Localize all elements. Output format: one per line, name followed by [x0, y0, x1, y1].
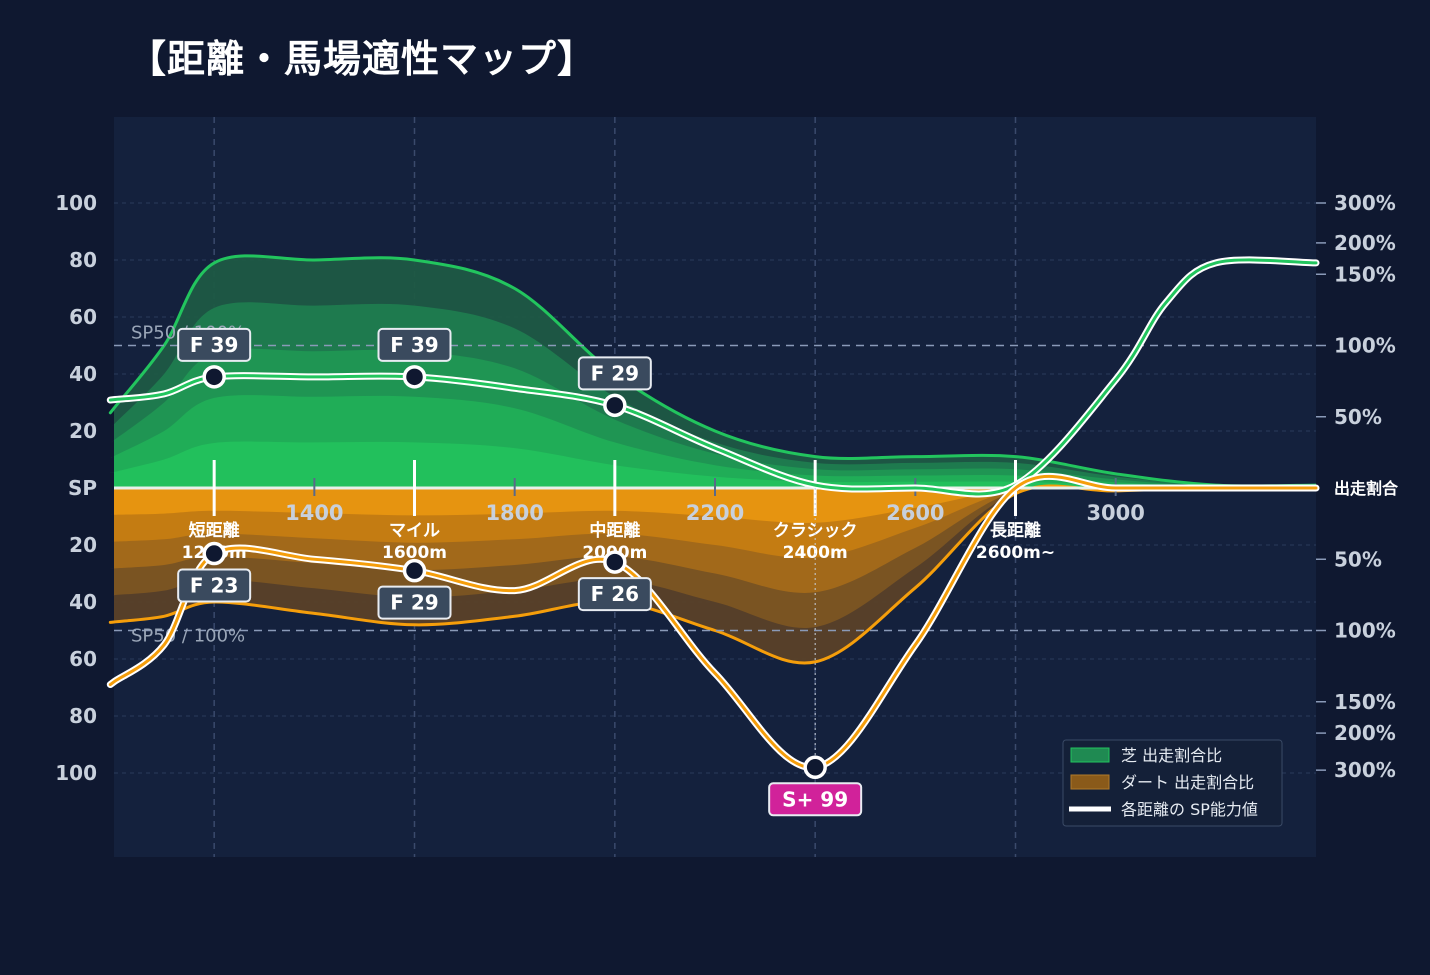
x-tick-label: 1800 — [485, 501, 543, 525]
dirt-point-badge: F 26 — [577, 577, 652, 612]
x-tick-label: 1400 — [285, 501, 343, 525]
x-tick-label: 2200 — [686, 501, 744, 525]
turf-point-badge-label: F 29 — [591, 361, 639, 385]
turf-data-point — [202, 365, 226, 389]
turf-point-badge: F 29 — [577, 356, 652, 391]
right-axis-label: 出走割合 — [1334, 479, 1399, 498]
right-tick-label: 50% — [1334, 405, 1382, 429]
legend-swatch — [1070, 747, 1110, 763]
dirt-data-point — [202, 541, 226, 566]
dirt-data-point — [803, 755, 827, 780]
turf-data-point — [402, 365, 427, 389]
legend-item-label: 芝 出走割合比 — [1121, 746, 1222, 765]
category-distance: 2600m~ — [976, 543, 1055, 563]
y-tick-label: 20 — [69, 419, 97, 443]
legend-box — [1062, 739, 1283, 827]
dirt-point-badge: F 29 — [377, 585, 452, 620]
y-tick-label: 20 — [69, 533, 97, 557]
y-center-label: SP — [68, 476, 97, 500]
y-tick-label: 80 — [69, 248, 97, 272]
page-title: 【距離・馬場適性マップ】 — [128, 37, 597, 81]
turf-point-badge-box — [177, 327, 252, 362]
right-tick-label: 100% — [1334, 334, 1396, 358]
turf-point-badge-box — [577, 356, 652, 391]
right-tick-label: 100% — [1334, 619, 1396, 643]
dirt-data-point — [402, 558, 427, 583]
y-tick-label: 100 — [55, 191, 97, 215]
dirt-point-badge-label: F 23 — [190, 574, 238, 598]
dirt-point-badge-box — [377, 585, 452, 620]
turf-point-badge-label: F 39 — [390, 333, 438, 357]
dirt-point-badge-box — [577, 577, 652, 612]
right-tick-label: 150% — [1334, 262, 1396, 286]
dirt-point-badge-box — [768, 782, 863, 817]
dirt-area-layer — [110, 487, 1316, 524]
x-tick-label: 2600 — [886, 501, 944, 525]
y-tick-label: 40 — [69, 590, 97, 614]
category-label: 中距離 — [589, 520, 640, 541]
dirt-sp-line — [106, 472, 1320, 771]
legend-item-label: ダート 出走割合比 — [1121, 773, 1254, 792]
dirt-point-badge: F 23 — [177, 568, 252, 603]
dirt-sp-line-core — [108, 474, 1318, 769]
right-tick-label: 150% — [1334, 690, 1396, 714]
y-tick-label: 80 — [69, 704, 97, 728]
category-label: 短距離 — [189, 520, 240, 541]
right-tick-label: 200% — [1334, 231, 1396, 255]
category-distance: 1600m — [382, 543, 447, 563]
turf-area-layer — [110, 441, 1316, 488]
category-label: 長距離 — [990, 520, 1041, 541]
dirt-point-badge-label: S+ 99 — [782, 787, 848, 811]
category-label: クラシック — [773, 521, 858, 541]
turf-point-badge: F 39 — [377, 327, 452, 362]
x-tick-label: 3000 — [1086, 501, 1144, 525]
y-tick-label: 40 — [69, 362, 97, 386]
legend-swatch — [1070, 774, 1110, 790]
y-tick-label: 100 — [55, 761, 97, 785]
dirt-data-point — [603, 550, 627, 574]
right-tick-label: 50% — [1334, 547, 1382, 571]
category-label: マイル — [389, 521, 440, 541]
right-tick-label: 300% — [1334, 191, 1396, 215]
dirt-point-badge-label: F 29 — [390, 591, 438, 615]
right-tick-label: 300% — [1334, 758, 1396, 782]
turf-data-point — [603, 393, 627, 418]
dirt-point-badge-box — [177, 568, 252, 603]
reference-line-label: SP50 / 100% — [131, 626, 245, 647]
y-tick-label: 60 — [69, 647, 97, 671]
y-tick-label: 60 — [69, 305, 97, 329]
turf-point-badge-label: F 39 — [190, 333, 238, 357]
right-tick-label: 200% — [1334, 721, 1396, 745]
legend-item-label: 各距離の SP能力値 — [1121, 800, 1258, 819]
dirt-point-badge-label: F 26 — [591, 582, 639, 606]
dirt-point-badge: S+ 99 — [768, 782, 863, 817]
turf-point-badge-box — [377, 327, 452, 362]
turf-point-badge: F 39 — [177, 327, 252, 362]
